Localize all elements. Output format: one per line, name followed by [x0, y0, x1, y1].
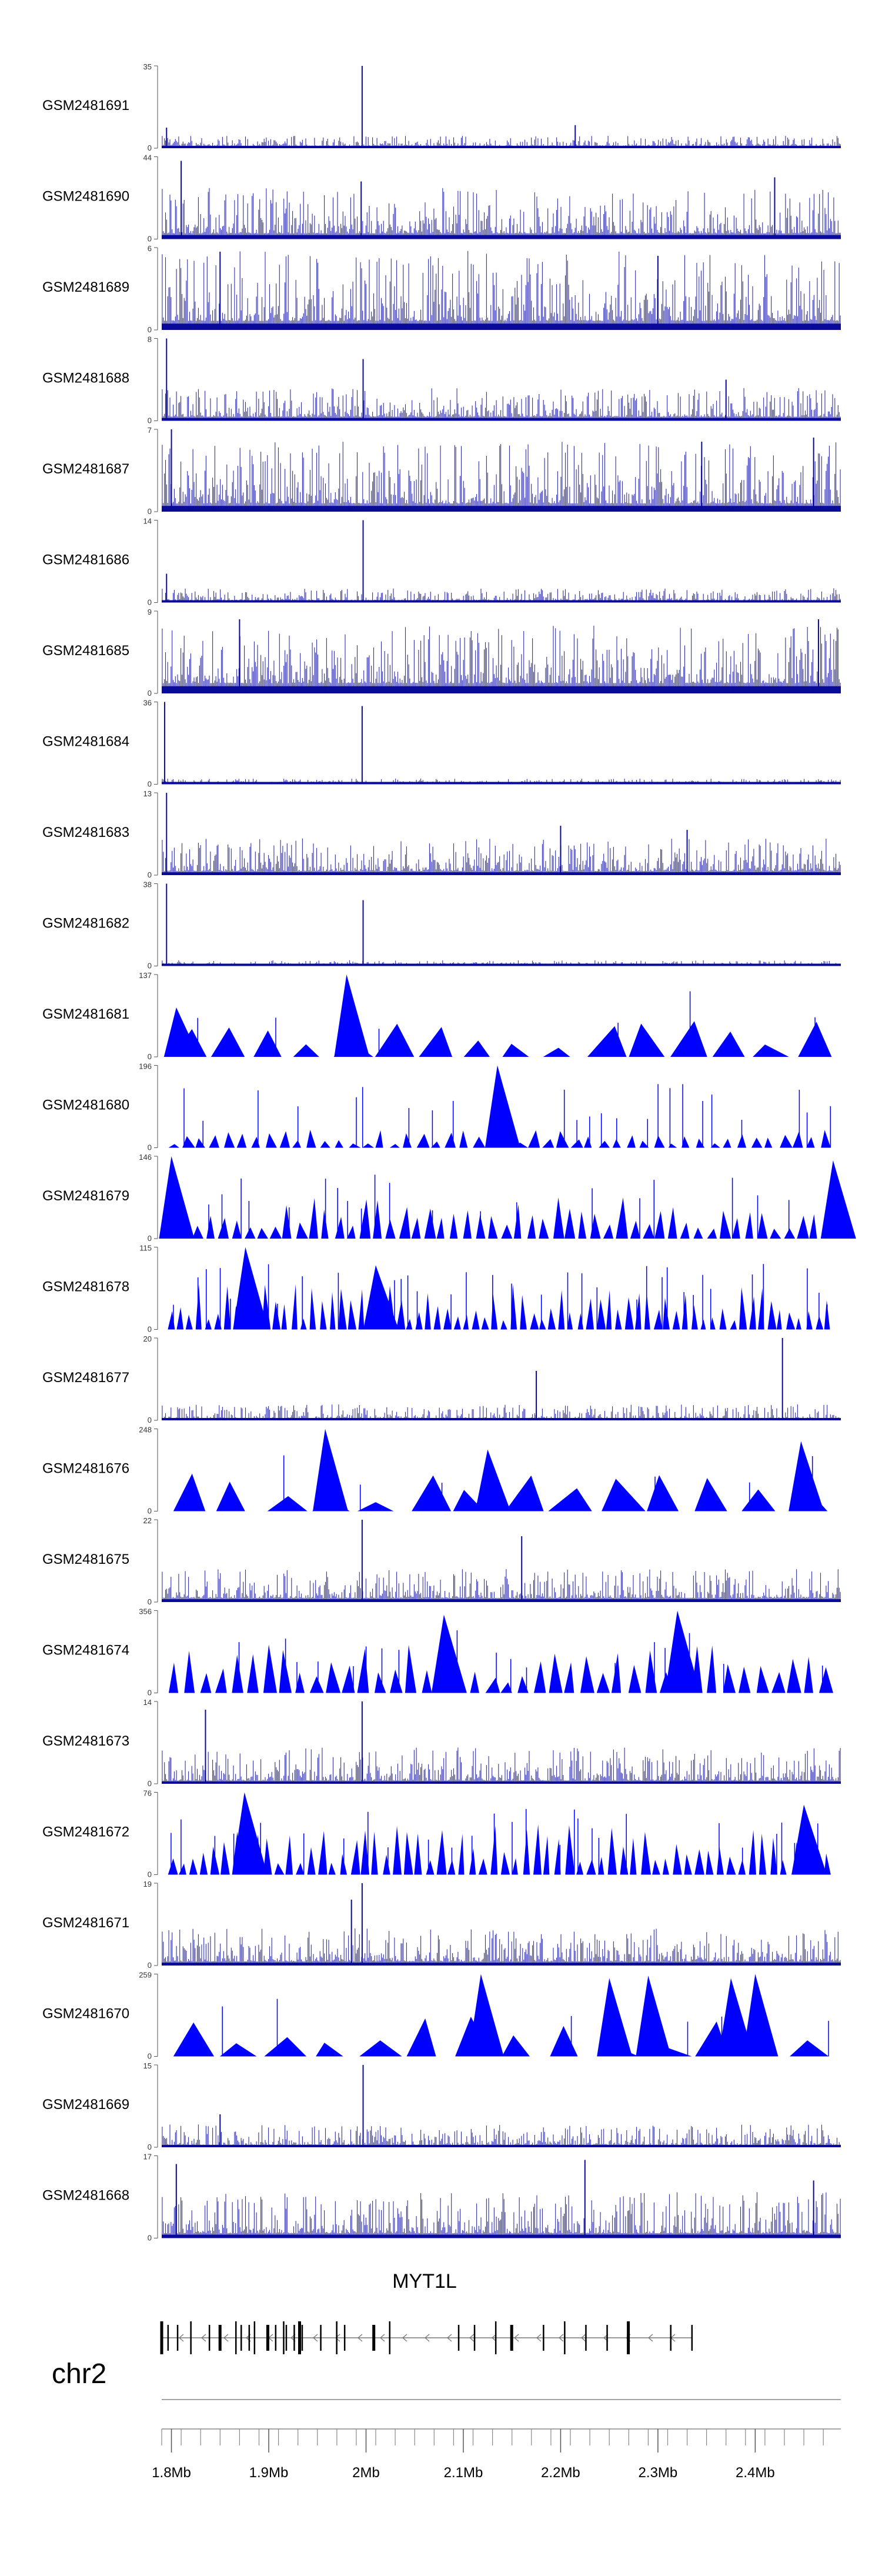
track-name: GSM2481686	[42, 552, 129, 568]
track-name: GSM2481685	[42, 643, 129, 659]
y-zero-label: 0	[148, 780, 152, 789]
y-max-label: 35	[143, 62, 152, 71]
signal-baseline	[162, 782, 841, 785]
signal-bars	[162, 388, 841, 421]
signal-bars	[162, 625, 841, 693]
track-GSM2481685: GSM2481685 9 0	[42, 608, 841, 698]
track-name: GSM2481691	[42, 98, 129, 114]
signal-baseline	[162, 600, 841, 603]
y-zero-label: 0	[148, 144, 152, 152]
signal-baseline	[162, 146, 841, 148]
y-max-label: 44	[143, 154, 152, 162]
track-GSM2481686: GSM2481686 14 0	[42, 517, 841, 607]
track-name: GSM2481684	[42, 734, 129, 750]
signal-bars	[162, 251, 841, 330]
track-name: GSM2481690	[42, 189, 129, 205]
track-GSM2481688: GSM2481688 8 0	[42, 335, 841, 425]
signal-bars	[162, 778, 841, 785]
signal-tracks: GSM2481691350GSM2481690440GSM248168960GS…	[42, 62, 856, 2243]
y-max-label: 8	[148, 335, 152, 344]
y-zero-label: 0	[148, 235, 152, 243]
y-max-label: 7	[148, 426, 152, 435]
y-zero-label: 0	[148, 416, 152, 425]
signal-bars	[162, 136, 841, 148]
track-GSM2481690: GSM2481690 44 0	[42, 154, 841, 243]
signal-baseline	[162, 686, 841, 693]
track-name: GSM2481687	[42, 461, 129, 477]
y-zero-label: 0	[148, 689, 152, 698]
signal-baseline	[162, 235, 841, 239]
y-zero-label: 0	[148, 325, 152, 334]
y-max-label: 6	[148, 244, 152, 253]
signal-baseline	[162, 323, 841, 330]
signal-bars	[162, 442, 841, 512]
y-max-label: 14	[143, 517, 152, 526]
track-GSM2481689: GSM2481689 6 0	[42, 244, 841, 334]
track-name: GSM2481689	[42, 279, 129, 295]
track-GSM2481684: GSM2481684 36 0	[42, 699, 841, 789]
signal-bars	[162, 188, 841, 239]
y-max-label: 9	[148, 608, 152, 616]
signal-baseline	[162, 506, 841, 512]
track-GSM2481687: GSM2481687 7 0	[42, 426, 841, 516]
y-zero-label: 0	[148, 598, 152, 607]
y-zero-label: 0	[148, 507, 152, 516]
y-max-label: 36	[143, 699, 152, 708]
signal-baseline	[162, 418, 841, 421]
track-name: GSM2481688	[42, 371, 129, 386]
signal-bars	[162, 588, 841, 603]
track-GSM2481691: GSM2481691 35 0	[42, 62, 841, 152]
